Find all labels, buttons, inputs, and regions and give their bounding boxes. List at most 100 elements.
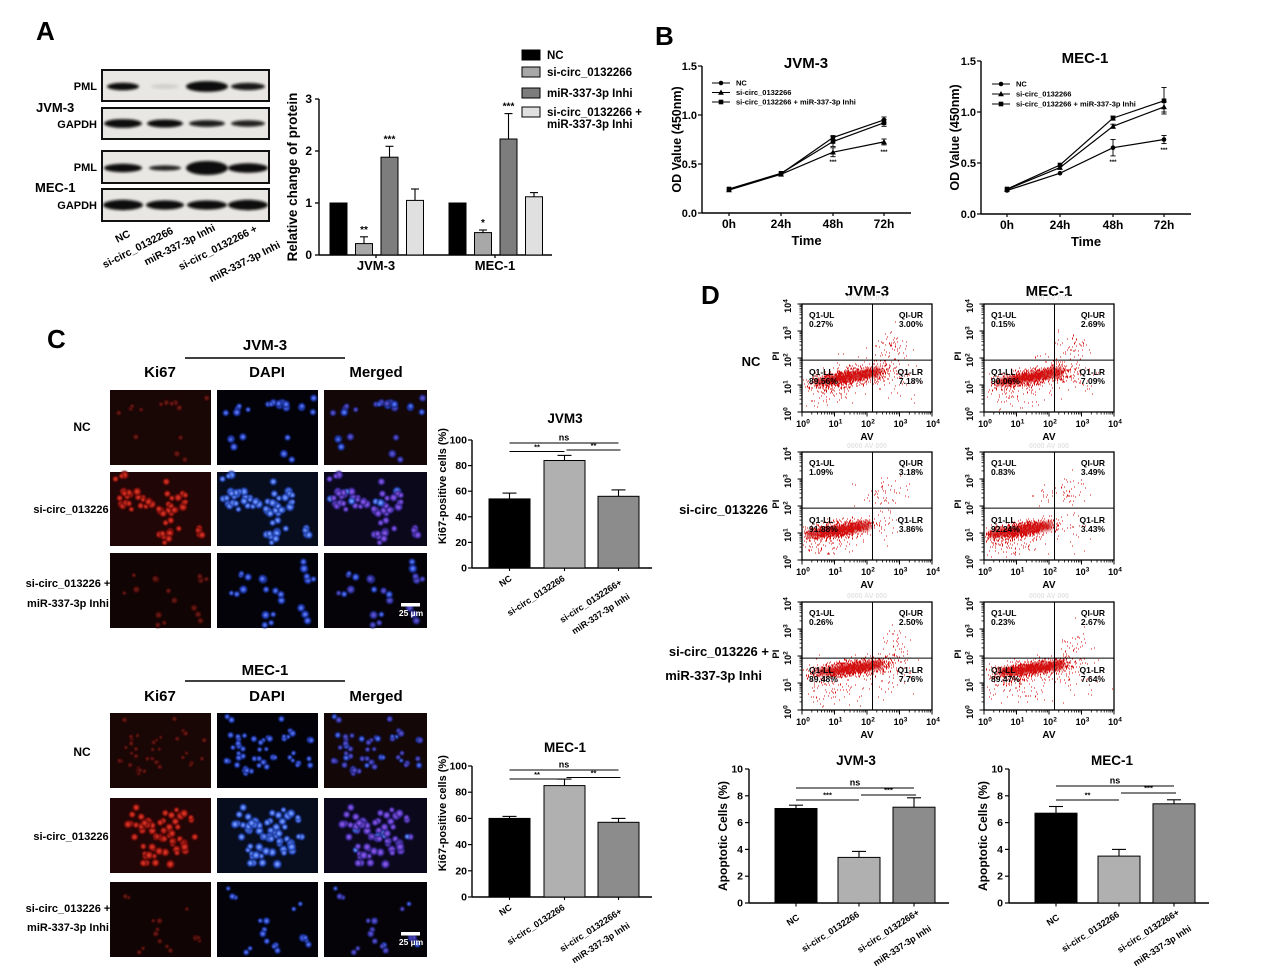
svg-text:100: 100 [965, 705, 976, 719]
svg-text:A: A [36, 16, 55, 46]
svg-text:0h: 0h [722, 217, 736, 231]
svg-text:Relative change of protein: Relative change of protein [285, 93, 300, 262]
svg-text:0: 0 [461, 892, 467, 904]
svg-text:92.24%: 92.24% [991, 524, 1020, 534]
svg-text:si-circ_0132266: si-circ_0132266 [736, 88, 791, 97]
svg-text:0000 AV 000: 0000 AV 000 [847, 443, 887, 450]
svg-text:si-circ_0132266: si-circ_0132266 [1016, 90, 1071, 99]
svg-text:104: 104 [965, 597, 976, 611]
svg-text:Q1-UL: Q1-UL [809, 310, 835, 320]
svg-text:Apoptotic Cells (%): Apoptotic Cells (%) [716, 781, 730, 891]
svg-text:DAPI: DAPI [249, 364, 285, 381]
svg-text:si-circ_013226: si-circ_013226 [679, 502, 768, 517]
svg-text:1: 1 [305, 196, 312, 210]
svg-text:104: 104 [1108, 717, 1122, 728]
svg-text:102: 102 [1043, 419, 1057, 430]
svg-text:102: 102 [783, 501, 794, 515]
svg-text:1.09%: 1.09% [809, 467, 834, 477]
svg-text:AV: AV [1042, 730, 1055, 741]
svg-text:104: 104 [926, 717, 940, 728]
svg-text:104: 104 [926, 567, 940, 578]
svg-text:4: 4 [737, 844, 743, 856]
svg-text:101: 101 [965, 528, 976, 542]
svg-text:0.0: 0.0 [961, 209, 976, 221]
svg-text:miR-337-3p Inhi: miR-337-3p Inhi [27, 598, 109, 610]
svg-text:103: 103 [965, 624, 976, 638]
svg-text:si-circ_013226: si-circ_013226 [33, 504, 108, 516]
svg-text:GAPDH: GAPDH [57, 119, 97, 131]
svg-text:103: 103 [965, 326, 976, 340]
svg-text:89.47%: 89.47% [991, 674, 1020, 684]
svg-text:DAPI: DAPI [249, 688, 285, 705]
svg-text:Ki67: Ki67 [144, 364, 176, 381]
svg-text:JVM-3: JVM-3 [357, 258, 395, 273]
svg-text:60: 60 [455, 813, 467, 825]
svg-text:QI-UR: QI-UR [1081, 458, 1105, 468]
svg-text:0.27%: 0.27% [809, 319, 834, 329]
svg-text:102: 102 [861, 717, 875, 728]
svg-text:MEC-1: MEC-1 [544, 740, 586, 755]
svg-text:103: 103 [783, 474, 794, 488]
svg-text:PI: PI [771, 500, 782, 509]
svg-text:ns: ns [559, 760, 570, 770]
svg-text:**: ** [360, 225, 368, 236]
svg-text:103: 103 [1076, 717, 1090, 728]
svg-text:101: 101 [965, 678, 976, 692]
svg-text:NC: NC [742, 354, 761, 369]
svg-text:MEC-1: MEC-1 [1091, 753, 1133, 768]
svg-text:100: 100 [449, 435, 467, 447]
svg-text:104: 104 [965, 299, 976, 313]
svg-text:10: 10 [731, 764, 743, 776]
svg-text:3: 3 [305, 92, 312, 106]
svg-text:0000 AV 000: 0000 AV 000 [847, 593, 887, 600]
svg-text:104: 104 [783, 597, 794, 611]
svg-text:AV: AV [1042, 432, 1055, 443]
svg-text:100: 100 [449, 761, 467, 773]
svg-text:104: 104 [1108, 419, 1122, 430]
svg-text:***: *** [1144, 784, 1153, 793]
svg-text:***: *** [384, 134, 396, 145]
svg-text:Q1-UL: Q1-UL [991, 310, 1017, 320]
svg-text:6: 6 [737, 817, 743, 829]
svg-text:PI: PI [953, 650, 964, 659]
svg-text:24h: 24h [1050, 218, 1071, 232]
svg-text:103: 103 [1076, 567, 1090, 578]
svg-text:2.69%: 2.69% [1081, 319, 1106, 329]
svg-text:0000 AV 000: 0000 AV 000 [1029, 295, 1069, 302]
svg-text:101: 101 [1011, 419, 1025, 430]
svg-text:***: *** [823, 791, 832, 800]
svg-text:Q1-LR: Q1-LR [898, 367, 924, 377]
svg-text:7.64%: 7.64% [1081, 674, 1106, 684]
svg-text:Merged: Merged [349, 364, 402, 381]
svg-text:102: 102 [861, 419, 875, 430]
svg-text:Q1-LR: Q1-LR [898, 665, 924, 675]
svg-text:B: B [655, 21, 674, 51]
svg-text:si-circ_013226 +: si-circ_013226 + [26, 578, 111, 590]
svg-text:104: 104 [1108, 567, 1122, 578]
svg-text:Q1-LL: Q1-LL [809, 515, 834, 525]
svg-text:si-circ_0132266 +: si-circ_0132266 + [547, 107, 642, 119]
svg-text:NC: NC [73, 420, 91, 434]
svg-text:AV: AV [860, 432, 873, 443]
svg-text:***: *** [1109, 160, 1117, 166]
svg-text:***: *** [884, 786, 893, 795]
svg-text:7.76%: 7.76% [899, 674, 924, 684]
svg-text:72h: 72h [1154, 218, 1175, 232]
svg-text:1.0: 1.0 [682, 110, 697, 122]
svg-text:**: ** [591, 441, 597, 450]
svg-text:0.23%: 0.23% [991, 617, 1016, 627]
svg-text:MEC-1: MEC-1 [1026, 283, 1073, 300]
svg-text:Apoptotic Cells (%): Apoptotic Cells (%) [976, 781, 990, 891]
svg-text:8: 8 [997, 790, 1003, 802]
svg-text:0.15%: 0.15% [991, 319, 1016, 329]
svg-text:20: 20 [455, 865, 467, 877]
svg-text:**: ** [591, 769, 597, 778]
svg-text:Q1-LL: Q1-LL [809, 665, 834, 675]
svg-text:0h: 0h [1000, 218, 1014, 232]
svg-text:100: 100 [978, 419, 992, 430]
svg-text:0.26%: 0.26% [809, 617, 834, 627]
svg-text:103: 103 [965, 474, 976, 488]
svg-text:OD Value (450nm): OD Value (450nm) [948, 84, 962, 190]
svg-text:25 µm: 25 µm [399, 937, 424, 947]
svg-text:20: 20 [455, 537, 467, 549]
